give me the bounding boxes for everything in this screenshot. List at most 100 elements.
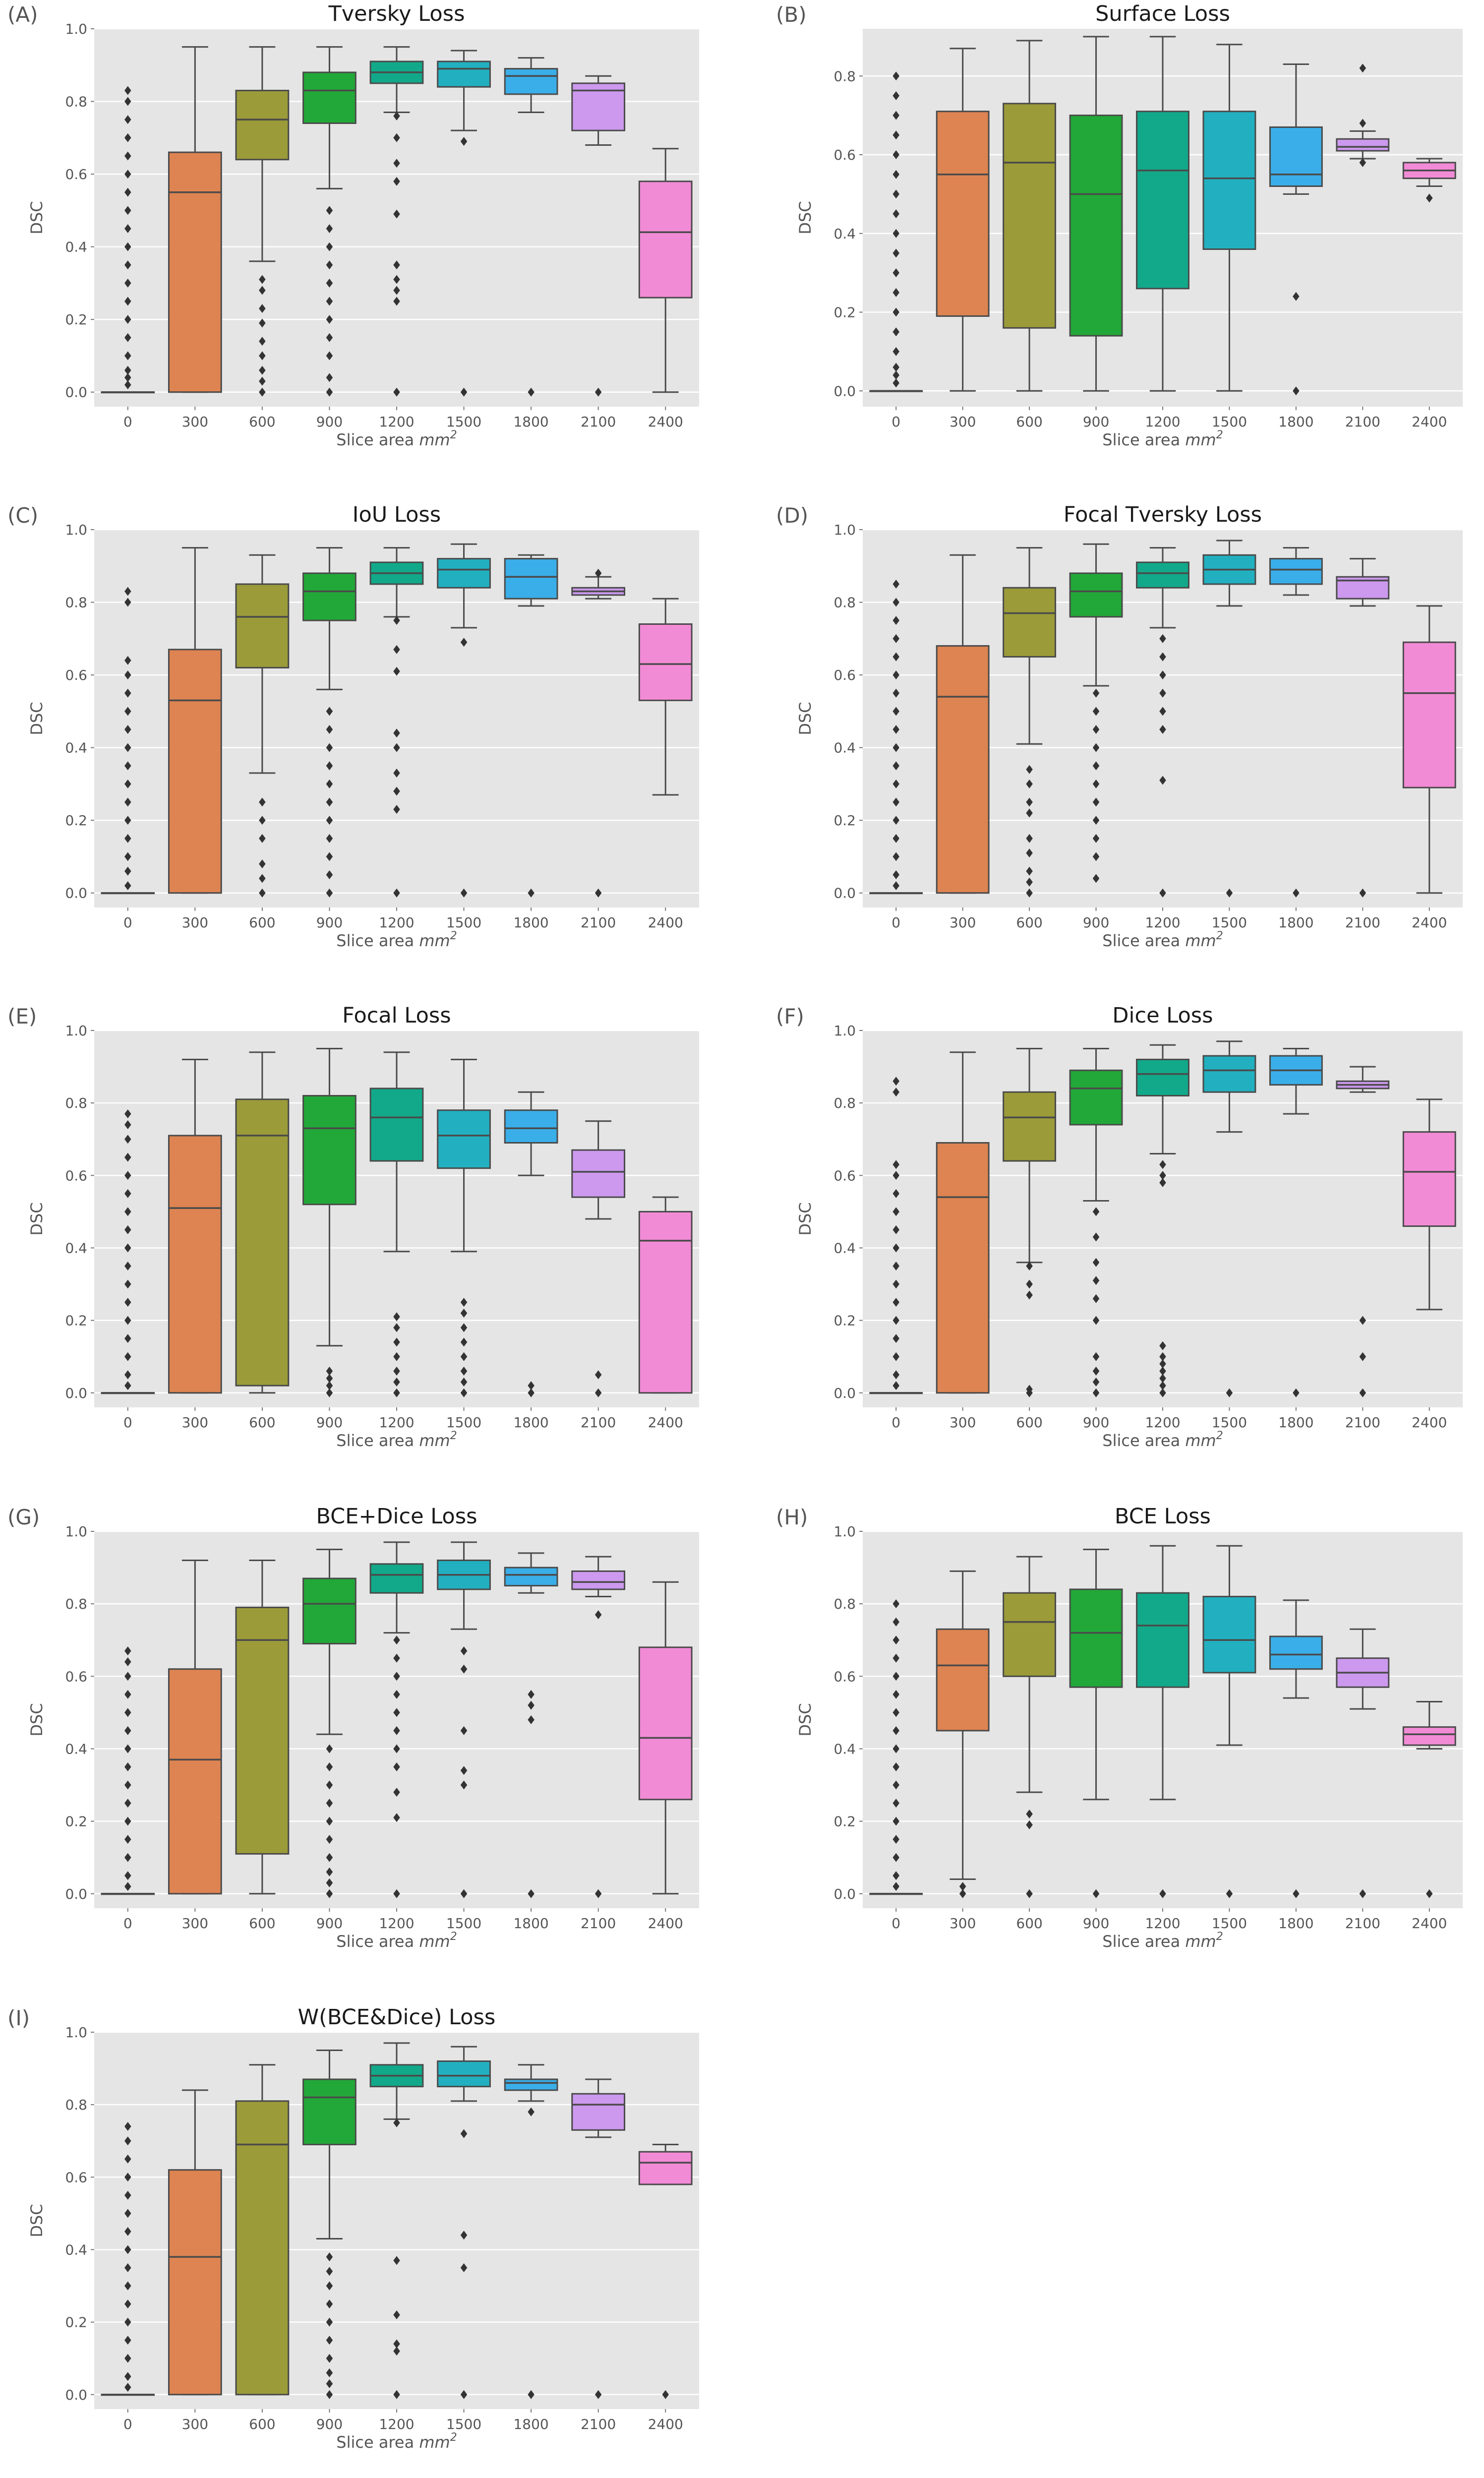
- outlier-point: [528, 1388, 534, 1397]
- y-axis-label: DSC: [27, 1703, 46, 1736]
- outlier-point: [326, 888, 333, 898]
- outlier-point: [326, 870, 333, 880]
- y-axis-label: DSC: [27, 201, 46, 234]
- box-body: [1003, 1091, 1057, 1162]
- outlier-point: [892, 1077, 899, 1086]
- outlier-point: [326, 797, 333, 807]
- box-2100: [571, 75, 626, 397]
- panel-e: 0.0 0.2 0.4 0.6 0.8 1.0 0 300 600 900 1200 1500 1800…: [7, 1003, 699, 1450]
- outlier-point: [1359, 158, 1366, 167]
- outlier-point: [124, 707, 131, 716]
- x-tick-label: 300: [182, 914, 208, 931]
- outlier-point: [1092, 779, 1100, 788]
- outlier-point: [124, 1334, 131, 1343]
- box-0: [869, 1077, 923, 1394]
- outlier-point: [892, 91, 899, 100]
- box-600: [235, 554, 290, 898]
- box-2400: [638, 1196, 693, 1394]
- panel-letter: (F): [776, 1004, 804, 1028]
- outlier-point: [892, 1690, 899, 1699]
- x-tick-label: 900: [316, 1915, 343, 1932]
- outlier-point: [326, 1388, 333, 1397]
- y-tick-label: 0.4: [833, 1741, 856, 1757]
- outlier-point: [259, 365, 266, 375]
- box-1200: [369, 2042, 424, 2399]
- outlier-point: [326, 1799, 333, 1808]
- outlier-point: [326, 278, 333, 288]
- outlier-point: [594, 1370, 602, 1380]
- outlier-point: [892, 725, 899, 734]
- box-600: [235, 2064, 290, 2396]
- box-1500: [437, 1541, 491, 1898]
- box-900: [302, 2050, 356, 2399]
- outlier-point: [326, 2354, 333, 2363]
- outlier-point: [393, 1388, 400, 1397]
- box-body: [1402, 641, 1456, 788]
- outlier-point: [393, 1352, 400, 1361]
- outlier-point: [124, 2299, 131, 2309]
- box-body: [1136, 1058, 1189, 1097]
- box-600: [1003, 40, 1057, 392]
- box-body: [638, 1210, 693, 1394]
- outlier-point: [124, 1225, 131, 1234]
- box-body: [1003, 103, 1057, 329]
- outlier-point: [124, 2263, 131, 2272]
- outlier-point: [259, 859, 266, 869]
- outlier-point: [326, 1889, 333, 1898]
- panel-letter: (B): [776, 2, 807, 27]
- y-tick-label: 0.2: [65, 1813, 87, 1830]
- outlier-point: [892, 1381, 899, 1390]
- y-tick-label: 0.2: [65, 1313, 87, 1329]
- box-body: [1336, 138, 1390, 152]
- outlier-point: [460, 1646, 468, 1656]
- outlier-point: [892, 707, 899, 716]
- outlier-point: [326, 2317, 333, 2327]
- outlier-point: [326, 315, 333, 324]
- box-body: [638, 2151, 693, 2185]
- x-tick-label: 2400: [1412, 1915, 1447, 1932]
- outlier-point: [892, 347, 899, 356]
- x-tick-label: 1800: [1278, 1915, 1313, 1932]
- x-tick-label: 900: [316, 914, 343, 931]
- outlier-point: [1092, 725, 1100, 734]
- x-tick-label: 1800: [513, 2416, 548, 2432]
- outlier-point: [892, 761, 899, 771]
- y-tick-label: 0.4: [833, 740, 856, 756]
- x-tick-label: 2400: [1412, 1414, 1447, 1431]
- outlier-point: [124, 761, 131, 771]
- outlier-point: [326, 1780, 333, 1790]
- outlier-point: [124, 297, 131, 306]
- x-tick-label: 2100: [1345, 914, 1380, 931]
- x-axis-label: Slice area mm2: [336, 1931, 457, 1951]
- x-tick-label: 300: [950, 414, 976, 430]
- outlier-point: [1159, 1374, 1166, 1383]
- outlier-point: [124, 2227, 131, 2236]
- box-900: [302, 46, 356, 397]
- outlier-point: [393, 1690, 400, 1699]
- outlier-point: [393, 2339, 400, 2349]
- outlier-point: [124, 1279, 131, 1289]
- y-tick-label: 1.0: [65, 522, 87, 538]
- box-2400: [1402, 158, 1456, 203]
- outlier-point: [1359, 1316, 1366, 1325]
- box-body: [504, 68, 558, 95]
- outlier-point: [959, 1882, 966, 1891]
- outlier-point: [892, 307, 899, 317]
- outlier-point: [1026, 1889, 1033, 1898]
- panel-f: 0.0 0.2 0.4 0.6 0.8 1.0 0 300 600 900 1200 1500 1800…: [776, 1003, 1463, 1450]
- outlier-point: [528, 1690, 534, 1699]
- box-body: [235, 583, 290, 668]
- box-body: [168, 151, 222, 393]
- box-1200: [1136, 1044, 1189, 1397]
- outlier-point: [892, 1279, 899, 1289]
- outlier-point: [892, 598, 899, 607]
- y-tick-label: 0.2: [833, 304, 856, 321]
- outlier-point: [460, 2231, 468, 2240]
- outlier-point: [124, 333, 131, 342]
- outlier-point: [892, 1816, 899, 1826]
- outlier-point: [259, 874, 266, 883]
- box-2100: [571, 1556, 626, 1898]
- outlier-point: [460, 638, 468, 647]
- outlier-point: [124, 2190, 131, 2200]
- x-tick-label: 1800: [1278, 414, 1313, 430]
